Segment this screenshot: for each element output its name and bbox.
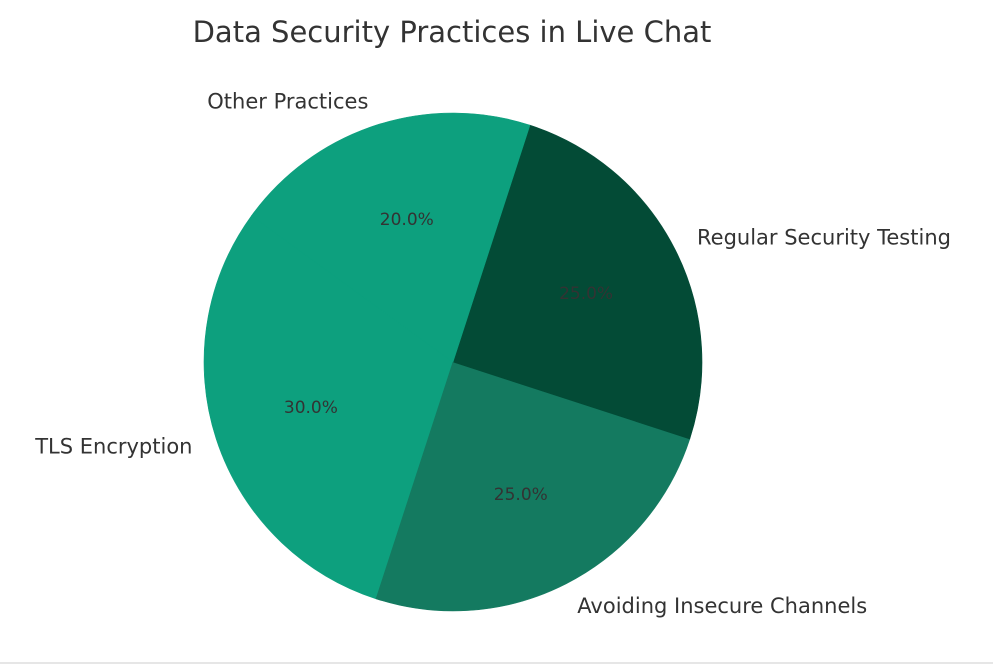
bottom-divider bbox=[0, 662, 993, 664]
category-labels: TLS Encryption Avoiding Insecure Channels… bbox=[34, 90, 951, 619]
percent-label-avoiding-insecure-channels: 25.0% bbox=[494, 485, 548, 505]
category-label-tls-encryption: TLS Encryption bbox=[34, 435, 192, 459]
percent-label-tls-encryption: 30.0% bbox=[284, 398, 338, 418]
chart-title: Data Security Practices in Live Chat bbox=[193, 15, 712, 49]
pie-slice-avoiding-insecure-channels bbox=[375, 361, 691, 612]
category-label-regular-security-testing: Regular Security Testing bbox=[697, 226, 951, 250]
pie-slice-regular-security-testing bbox=[452, 124, 703, 440]
pie-slices bbox=[203, 112, 703, 612]
pie-slice-other-practices bbox=[251, 112, 531, 363]
category-label-avoiding-insecure-channels: Avoiding Insecure Channels bbox=[577, 594, 867, 618]
percent-label-regular-security-testing: 25.0% bbox=[559, 284, 613, 304]
category-label-other-practices: Other Practices bbox=[207, 90, 368, 114]
pie-slice-tls-encryption bbox=[203, 215, 454, 600]
percent-label-other-practices: 20.0% bbox=[380, 210, 434, 230]
percent-labels: 30.0% 25.0% 25.0% 20.0% bbox=[284, 210, 613, 505]
